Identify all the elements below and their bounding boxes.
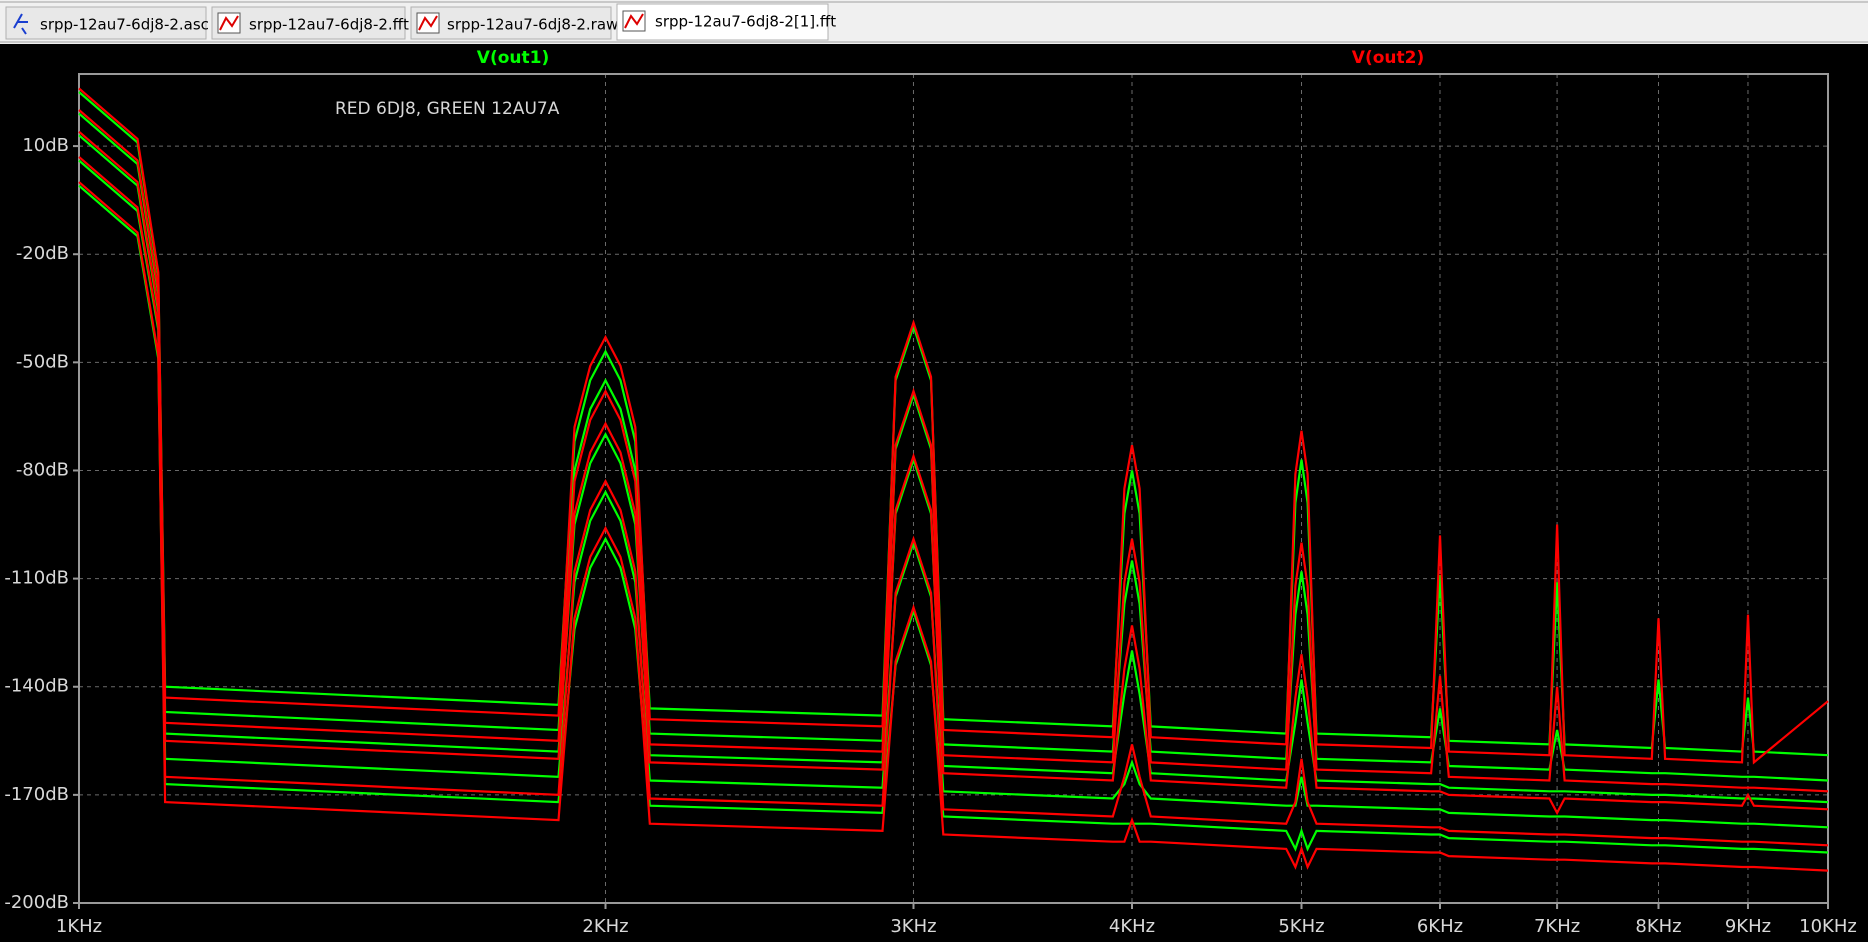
x-tick-label: 8KHz xyxy=(1635,916,1681,937)
legend-entry: V(out1) xyxy=(477,48,549,68)
trace xyxy=(78,87,1829,765)
y-tick-label: -20dB xyxy=(16,243,69,264)
x-tick-label: 1KHz xyxy=(56,916,102,937)
trace xyxy=(78,130,1829,816)
tab-label: srpp-12au7-6dj8-2.raw xyxy=(447,16,618,34)
tab-shape xyxy=(5,6,207,40)
plot-frame xyxy=(78,73,1829,904)
trace xyxy=(78,156,1829,847)
tab[interactable]: srpp-12au7-6dj8-2.asc xyxy=(5,6,209,40)
waveform-icon-trace xyxy=(418,15,438,31)
x-tick-label: 5KHz xyxy=(1278,916,1324,937)
tab[interactable]: srpp-12au7-6dj8-2.raw xyxy=(410,6,618,40)
y-tick-label: -80dB xyxy=(16,459,69,480)
y-tick-label: -110dB xyxy=(4,568,69,589)
x-tick-label: 4KHz xyxy=(1109,916,1155,937)
schematic-icon xyxy=(13,13,28,35)
x-tick-label: 7KHz xyxy=(1534,916,1580,937)
tab[interactable]: srpp-12au7-6dj8-2.fft xyxy=(211,6,409,40)
waveform-icon-trace xyxy=(219,15,239,31)
x-tick-label: 6KHz xyxy=(1417,916,1463,937)
legend-entry: V(out2) xyxy=(1352,48,1424,68)
tab-shape xyxy=(211,6,406,40)
plot: 10dB -20dB -50dB -80dB -110dB -140dB -170dB -20… xyxy=(4,48,1856,937)
tab-active[interactable]: srpp-12au7-6dj8-2[1].fft xyxy=(616,3,836,41)
trace xyxy=(78,181,1829,872)
x-tick-label: 2KHz xyxy=(582,916,628,937)
trace xyxy=(78,184,1829,854)
y-tick-label: -140dB xyxy=(4,676,69,697)
y-tick-label: -170dB xyxy=(4,784,69,805)
tab-label: srpp-12au7-6dj8-2.asc xyxy=(40,16,209,34)
trace xyxy=(78,112,1829,782)
tab-shape xyxy=(616,3,829,41)
tab-label: srpp-12au7-6dj8-2[1].fft xyxy=(655,13,836,31)
y-tick-label: 10dB xyxy=(22,135,69,156)
tab-label: srpp-12au7-6dj8-2.fft xyxy=(249,16,409,34)
annotation: RED 6DJ8, GREEN 12AU7A xyxy=(335,99,560,119)
y-tick-label: -200dB xyxy=(4,892,69,913)
x-tick-label: 3KHz xyxy=(890,916,936,937)
waveform-icon-trace xyxy=(624,13,644,29)
trace xyxy=(78,134,1829,804)
tab-shape xyxy=(410,6,612,40)
trace xyxy=(78,91,1829,757)
x-tick-label: 10KHz xyxy=(1799,916,1857,937)
x-tick-label: 9KHz xyxy=(1725,916,1771,937)
trace xyxy=(78,159,1829,829)
y-tick-label: -50dB xyxy=(16,351,69,372)
trace xyxy=(78,109,1829,793)
